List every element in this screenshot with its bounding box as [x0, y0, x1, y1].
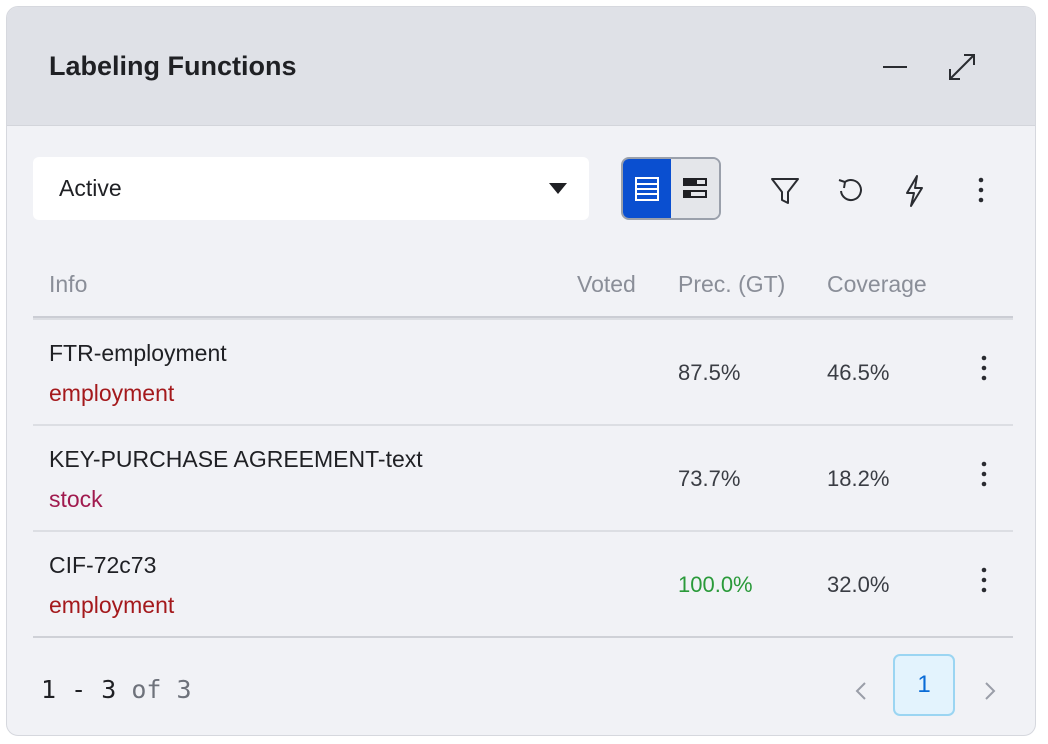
more-options-button[interactable] — [961, 170, 1001, 210]
panel-header: Labeling Functions — [7, 7, 1035, 126]
precision-value: 73.7% — [678, 466, 741, 491]
filter-button[interactable] — [765, 170, 805, 210]
row-menu-button[interactable] — [969, 562, 999, 602]
view-toggle — [621, 157, 721, 220]
refresh-button[interactable] — [831, 170, 871, 210]
bar-view-icon — [683, 178, 707, 198]
coverage-value: 46.5% — [827, 360, 890, 385]
chevron-left-icon — [855, 682, 866, 700]
refresh-icon — [838, 179, 862, 201]
pagination-total-text: of 3 — [131, 675, 192, 704]
more-vertical-icon — [978, 177, 984, 203]
more-vertical-icon — [981, 461, 987, 487]
lightning-button[interactable] — [894, 170, 934, 210]
table-view-icon — [635, 177, 659, 201]
status-filter-select[interactable]: Active — [33, 157, 589, 220]
labeling-functions-table: FTR-employment employment 87.5% 46.5% KE… — [33, 316, 1013, 638]
bar-view-button[interactable] — [671, 159, 719, 218]
header-divider — [33, 316, 1013, 318]
table-view-button[interactable] — [623, 159, 671, 218]
table-bottom-divider — [33, 636, 1013, 638]
precision-value: 100.0% — [678, 572, 753, 597]
caret-down-icon — [549, 183, 567, 194]
lf-name: CIF-72c73 — [49, 552, 157, 578]
lf-label: employment — [49, 592, 175, 618]
minimize-icon — [883, 66, 907, 68]
filter-icon — [771, 178, 799, 204]
coverage-value: 32.0% — [827, 572, 890, 597]
pagination-range-text: 1 - 3 — [41, 675, 117, 704]
table-row[interactable]: KEY-PURCHASE AGREEMENT-text stock 73.7% … — [33, 424, 1013, 530]
next-page-button[interactable] — [973, 671, 1007, 711]
more-vertical-icon — [981, 355, 987, 381]
expand-icon — [949, 54, 975, 80]
labeling-functions-panel: Labeling Functions Active — [6, 6, 1036, 736]
column-header-info[interactable]: Info — [49, 271, 88, 297]
pagination-range: 1 - 3 of 3 — [41, 675, 192, 704]
column-header-precision[interactable]: Prec. (GT) — [678, 271, 786, 297]
lf-label: stock — [49, 486, 103, 512]
previous-page-button[interactable] — [844, 671, 878, 711]
lf-label: employment — [49, 380, 175, 406]
coverage-value: 18.2% — [827, 466, 890, 491]
lf-name: FTR-employment — [49, 340, 227, 366]
page-number-button[interactable]: 1 — [893, 654, 955, 716]
column-header-coverage[interactable]: Coverage — [827, 271, 927, 297]
expand-button[interactable] — [942, 47, 982, 87]
table-row[interactable]: FTR-employment employment 87.5% 46.5% — [33, 318, 1013, 424]
column-header-voted[interactable]: Voted — [577, 271, 636, 297]
lightning-icon — [906, 175, 923, 207]
minimize-button[interactable] — [875, 47, 915, 87]
more-vertical-icon — [981, 567, 987, 593]
row-menu-button[interactable] — [969, 350, 999, 390]
panel-title: Labeling Functions — [49, 51, 297, 81]
table-row[interactable]: CIF-72c73 employment 100.0% 32.0% — [33, 530, 1013, 636]
precision-value: 87.5% — [678, 360, 741, 385]
chevron-right-icon — [985, 682, 996, 700]
row-menu-button[interactable] — [969, 456, 999, 496]
lf-name: KEY-PURCHASE AGREEMENT-text — [49, 446, 423, 472]
status-filter-value: Active — [59, 175, 122, 201]
